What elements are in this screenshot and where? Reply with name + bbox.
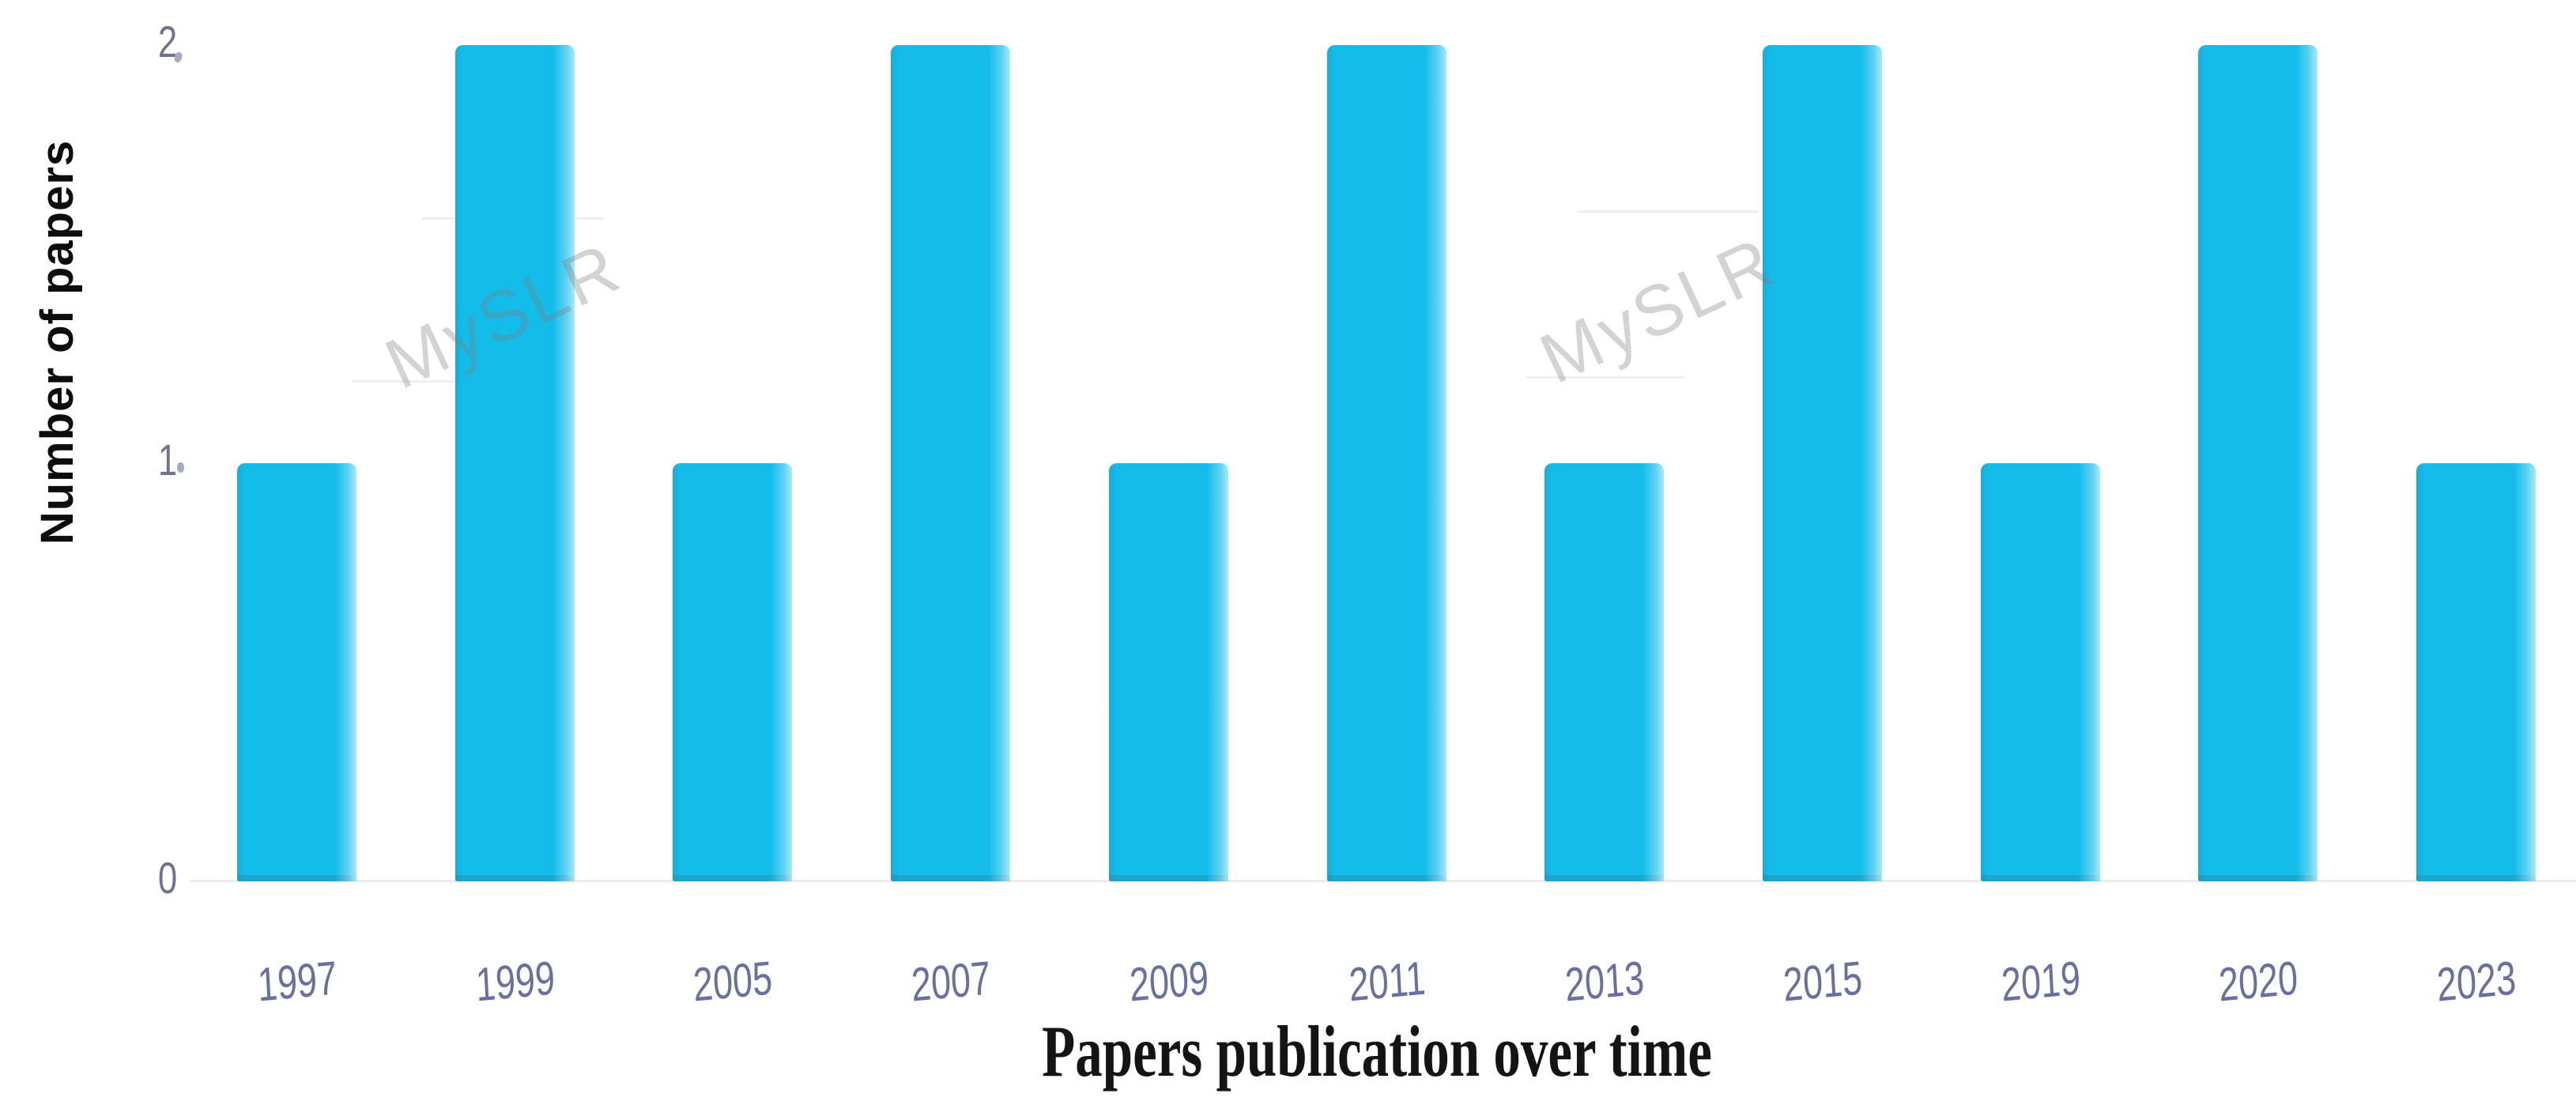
tick-mark-artifact <box>177 462 184 473</box>
x-tick-label-2005: 2005 <box>691 951 774 1012</box>
bar-1997 <box>237 463 356 881</box>
bar-1999 <box>455 45 575 881</box>
y-axis-title: Number of papers <box>32 139 83 545</box>
bar-2007 <box>891 45 1010 881</box>
bar-2011 <box>1327 45 1446 881</box>
watermark-hairline <box>1526 376 1684 379</box>
x-tick-label-2020: 2020 <box>2216 951 2299 1012</box>
bar-2023 <box>2416 463 2536 881</box>
bar-2015 <box>1763 45 1882 881</box>
bar-2005 <box>673 463 792 881</box>
y-tick-label-1: 1 <box>157 435 178 485</box>
x-tick-label-2013: 2013 <box>1563 951 1646 1012</box>
x-tick-label-2023: 2023 <box>2435 951 2518 1012</box>
x-axis-title: Papers publication over time <box>1042 1011 1712 1092</box>
x-tick-label-2015: 2015 <box>1781 951 1864 1012</box>
x-tick-label-2019: 2019 <box>1999 951 2082 1012</box>
bar-2013 <box>1544 463 1664 881</box>
bar-2020 <box>2198 45 2318 881</box>
bar-2019 <box>1981 463 2100 881</box>
x-tick-label-1999: 1999 <box>473 951 556 1012</box>
y-tick-label-2: 2 <box>157 17 178 66</box>
y-tick-label-0: 0 <box>157 853 178 903</box>
x-tick-label-2007: 2007 <box>909 951 992 1012</box>
x-tick-label-2011: 2011 <box>1347 951 1427 1012</box>
watermark-hairline <box>1577 210 1759 213</box>
watermark-hairline <box>352 380 490 383</box>
bar-2009 <box>1109 463 1228 881</box>
x-tick-label-2009: 2009 <box>1127 951 1210 1012</box>
x-tick-label-1997: 1997 <box>255 951 338 1012</box>
